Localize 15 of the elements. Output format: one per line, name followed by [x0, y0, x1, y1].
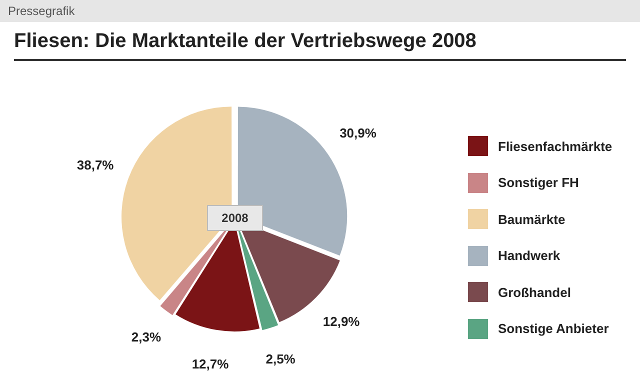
data-label: 2,5%: [266, 351, 296, 366]
data-label: 38,7%: [76, 158, 114, 173]
chart-title: Fliesen: Die Marktanteile der Vertriebswege 2008: [14, 30, 626, 61]
text: 2008: [206, 205, 264, 231]
data-label: 12,7%: [192, 356, 230, 372]
legend-label: Handwerk: [498, 248, 560, 264]
legend-label: Fliesenfachmärkte: [498, 138, 612, 154]
legend-label: Baumärkte: [498, 212, 566, 227]
legend-label: Sonstiger FH: [498, 175, 579, 190]
text: Pressegrafik: [0, 0, 640, 22]
legend-label: Großhandel: [498, 284, 571, 300]
data-label: 2,3%: [131, 329, 162, 344]
legend-label: Sonstige Anbieter: [498, 321, 609, 336]
data-label: 12,9%: [322, 314, 360, 329]
data-label: 30,9%: [340, 125, 377, 140]
